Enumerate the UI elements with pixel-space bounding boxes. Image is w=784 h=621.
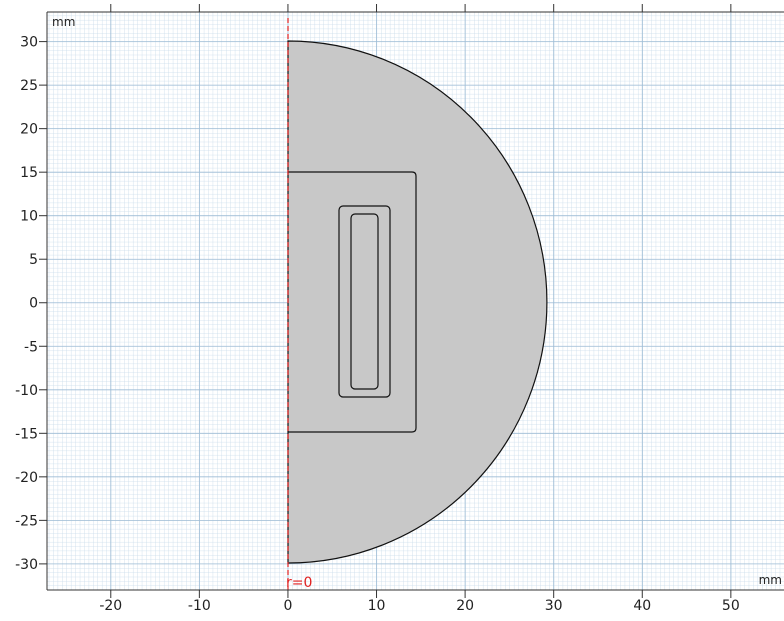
bottom-ruler (0, 590, 784, 617)
top-ruler (0, 0, 784, 12)
x-tick-label: 20 (456, 598, 474, 614)
x-unit: mm (759, 573, 782, 587)
y-tick-label: -5 (24, 339, 38, 355)
y-tick-label: -20 (15, 470, 38, 486)
y-tick-label: 15 (20, 165, 38, 181)
y-tick-label: 10 (20, 209, 38, 225)
x-tick-label: 50 (722, 598, 740, 614)
x-tick-label: -10 (188, 598, 211, 614)
y-tick-label: -10 (15, 383, 38, 399)
y-tick-label: 5 (29, 252, 38, 268)
x-tick-label: 10 (368, 598, 386, 614)
y-tick-label: 30 (20, 35, 38, 51)
x-tick-label: 0 (283, 598, 292, 614)
y-tick-label: 20 (20, 122, 38, 138)
coil-outer[interactable] (338, 205, 391, 398)
axis-annotation: r=0 (286, 575, 312, 591)
y-tick-label: -30 (15, 557, 38, 573)
domain-rectangle[interactable] (288, 171, 417, 433)
x-tick-label: 40 (633, 598, 651, 614)
x-tick-label: -20 (99, 598, 122, 614)
y-tick-label: -25 (15, 513, 38, 529)
left-ruler (0, 0, 47, 617)
y-unit: mm (52, 15, 75, 29)
coil-inner[interactable] (350, 213, 379, 390)
y-tick-label: 0 (29, 296, 38, 312)
x-tick-label: 30 (545, 598, 563, 614)
y-tick-label: -15 (15, 426, 38, 442)
y-tick-label: 25 (20, 78, 38, 94)
